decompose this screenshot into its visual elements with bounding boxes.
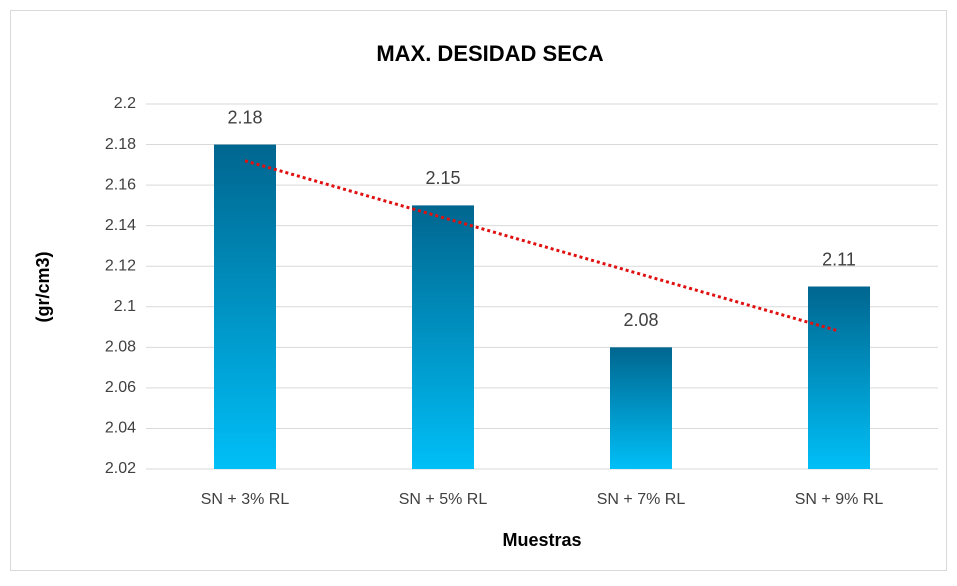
y-tick-label: 2.16 bbox=[105, 176, 136, 193]
bar bbox=[412, 205, 474, 469]
bar bbox=[214, 144, 276, 470]
y-tick-label: 2.04 bbox=[105, 420, 136, 437]
y-tick-label: 2.2 bbox=[114, 95, 136, 112]
y-tick-label: 2.08 bbox=[105, 339, 136, 356]
data-label: 2.18 bbox=[227, 107, 262, 127]
x-tick-label: SN + 5% RL bbox=[399, 491, 488, 508]
y-tick-label: 2.1 bbox=[114, 298, 136, 315]
data-label: 2.15 bbox=[425, 168, 460, 188]
x-tick-label: SN + 9% RL bbox=[795, 491, 884, 508]
trendline bbox=[244, 159, 840, 333]
y-tick-label: 2.12 bbox=[105, 257, 136, 274]
chart-title: MAX. DESIDAD SECA bbox=[376, 41, 603, 66]
y-tick-label: 2.14 bbox=[105, 217, 136, 234]
data-label: 2.11 bbox=[822, 249, 856, 269]
y-tick-label: 2.02 bbox=[105, 460, 136, 477]
y-tick-label: 2.06 bbox=[105, 379, 136, 396]
chart-frame bbox=[10, 10, 947, 571]
y-axis-label: (gr/cm3) bbox=[33, 251, 53, 322]
data-label: 2.08 bbox=[623, 310, 658, 330]
bar bbox=[610, 347, 672, 469]
x-tick-label: SN + 7% RL bbox=[597, 491, 686, 508]
x-axis-label: Muestras bbox=[502, 530, 581, 550]
bar bbox=[808, 286, 870, 469]
x-tick-label: SN + 3% RL bbox=[201, 491, 290, 508]
y-tick-label: 2.18 bbox=[105, 136, 136, 153]
